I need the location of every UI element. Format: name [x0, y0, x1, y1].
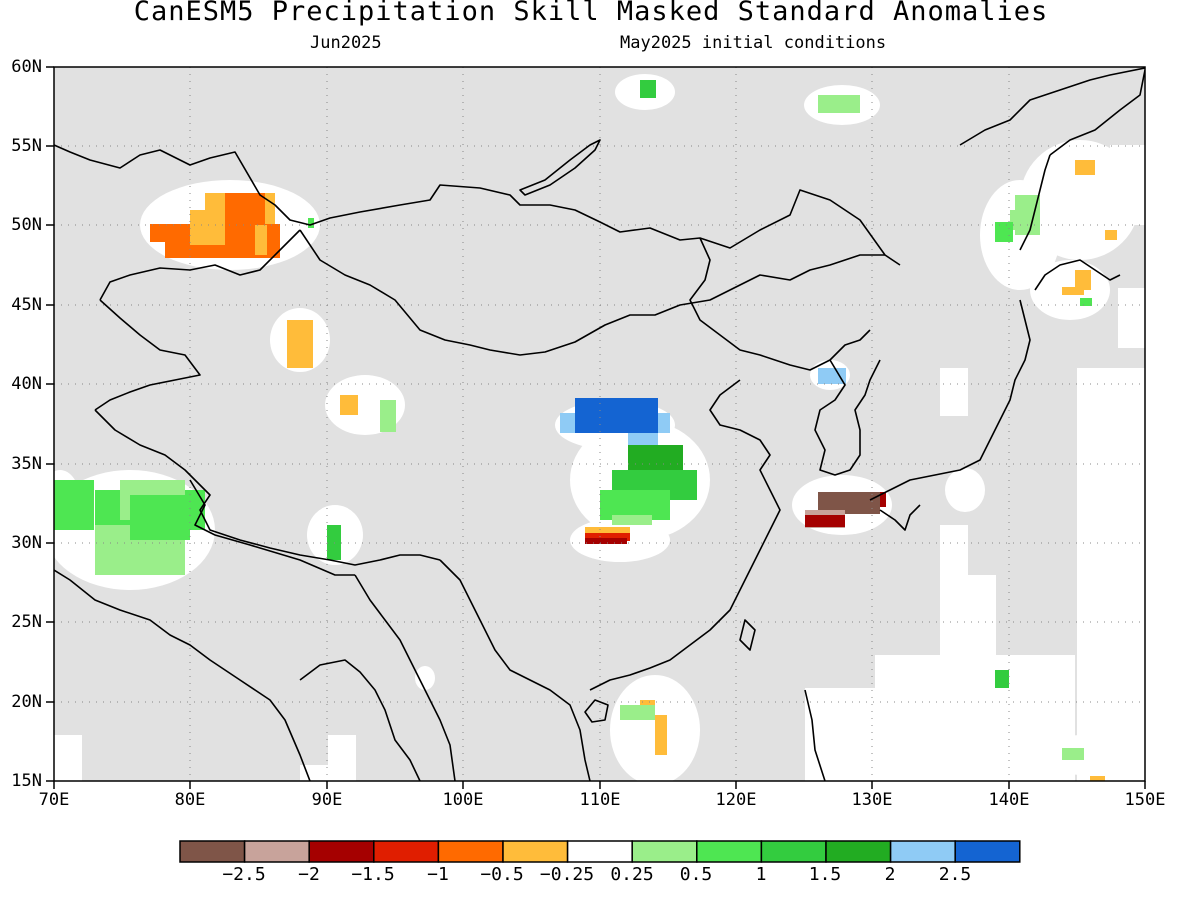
axis-ticks — [46, 66, 1146, 789]
colorbar-swatch — [696, 840, 763, 863]
colorbar-swatch — [825, 840, 892, 863]
colorbar-swatch — [243, 840, 310, 863]
lon-label-90e: 90E — [311, 790, 343, 810]
colorbar-label: 0.25 — [610, 864, 654, 885]
colorbar-swatch — [437, 840, 504, 863]
lat-label-30n: 30N — [11, 533, 42, 553]
anomaly-field — [54, 74, 1145, 781]
lat-label-40n: 40N — [11, 374, 42, 394]
lat-label-20n: 20N — [11, 692, 42, 712]
colorbar-label: −2.5 — [222, 864, 266, 885]
colorbar — [179, 840, 1021, 863]
lat-label-15n: 15N — [11, 771, 42, 791]
colorbar-swatch — [631, 840, 698, 863]
colorbar-swatch — [566, 840, 633, 863]
forecast-month-label: Jun2025 — [310, 33, 382, 53]
lon-label-130e: 130E — [851, 790, 893, 810]
colorbar-swatch — [889, 840, 956, 863]
colorbar-label: −2 — [298, 864, 320, 885]
initial-conditions-label: May2025 initial conditions — [620, 33, 887, 53]
lon-label-80e: 80E — [174, 790, 206, 810]
colorbar-swatch — [308, 840, 375, 863]
figure-title: CanESM5 Precipitation Skill Masked Stand… — [133, 0, 1049, 27]
colorbar-label: −1 — [427, 864, 449, 885]
lat-label-50n: 50N — [11, 215, 42, 235]
lon-label-70e: 70E — [38, 790, 70, 810]
colorbar-label: 1.5 — [808, 864, 842, 885]
colorbar-swatch — [954, 840, 1021, 863]
colorbar-label: 1 — [755, 864, 767, 885]
lat-label-35n: 35N — [11, 454, 42, 474]
lat-label-60n: 60N — [11, 57, 42, 77]
lat-label-25n: 25N — [11, 612, 42, 632]
colorbar-label: 2.5 — [938, 864, 972, 885]
colorbar-label: 2 — [884, 864, 896, 885]
lon-label-110e: 110E — [579, 790, 621, 810]
colorbar-label: 0.5 — [679, 864, 713, 885]
colorbar-swatch — [502, 840, 569, 863]
colorbar-label: −1.5 — [351, 864, 395, 885]
lat-label-45n: 45N — [11, 295, 42, 315]
lon-label-100e: 100E — [442, 790, 484, 810]
colorbar-swatch — [179, 840, 246, 863]
colorbar-label: −0.5 — [480, 864, 524, 885]
lon-label-150e: 150E — [1124, 790, 1166, 810]
colorbar-label: −0.25 — [539, 864, 595, 885]
lon-label-120e: 120E — [715, 790, 757, 810]
coastlines-borders — [54, 67, 1145, 781]
lon-label-140e: 140E — [988, 790, 1030, 810]
colorbar-swatch — [373, 840, 440, 863]
lat-label-55n: 55N — [11, 136, 42, 156]
colorbar-swatch — [760, 840, 827, 863]
